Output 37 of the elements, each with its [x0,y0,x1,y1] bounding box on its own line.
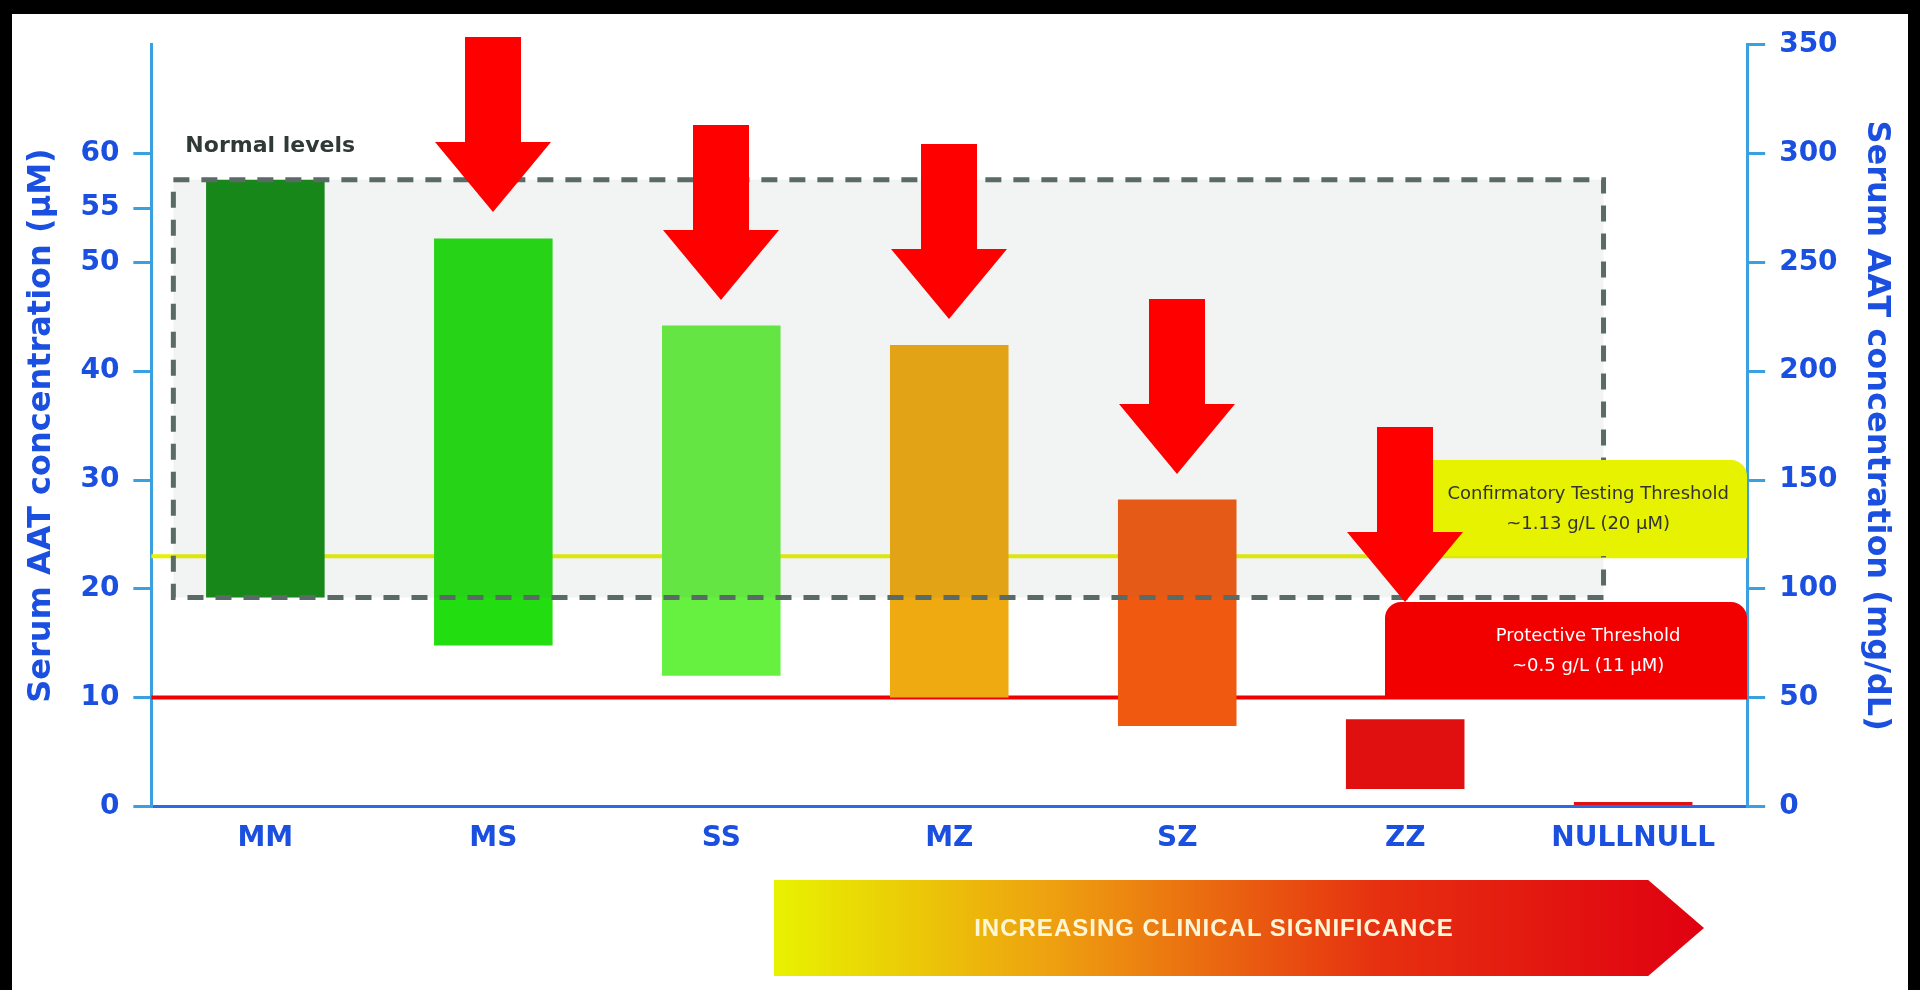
ref-line-label: Protective Threshold ~0.5 g/L (11 µM) [1495,622,1681,677]
x-tick-label: MS [469,820,518,854]
y-tick-label: 10 [80,678,120,712]
x-tick-label: ZZ [1384,820,1426,854]
x-tick-label: MZ [925,820,974,854]
y-axis-title: Serum AAT concentration (µM) [19,148,58,703]
y2-tick-label: 50 [1779,678,1819,712]
bar [206,179,325,598]
y-tick-label: 20 [80,570,120,604]
y2-tick-label: 100 [1779,570,1838,604]
y-tick-label: 40 [80,352,120,386]
y2-axis-title: Serum AAT concentration (mg/dL) [1860,120,1899,731]
y2-tick-label: 250 [1779,243,1838,277]
bar [1345,719,1465,789]
y-tick-label: 50 [80,243,120,277]
bar [889,345,1009,698]
y-tick-label: 60 [80,134,120,168]
y2-tick-label: 200 [1779,352,1838,386]
y-tick-label: 0 [99,787,120,821]
callout-box: Protective Threshold ~0.5 g/L (11 µM) [1385,601,1748,698]
x-tick-label: SS [701,820,741,854]
y2-tick-label: 150 [1779,461,1838,495]
bar [1117,499,1237,726]
y2-tick-label: 350 [1779,26,1838,60]
y-tick-label: 30 [80,461,120,495]
x-tick-label: SZ [1156,820,1198,854]
ref-line-label: Confirmatory Testing Threshold ~1.13 g/L (20 µM) [1447,481,1729,536]
y-tick-label: 55 [80,189,120,223]
bar [434,238,553,646]
bar [662,325,781,676]
x-tick-label: MM [237,820,294,854]
text: INCREASING CLINICAL SIGNIFICANCE [973,913,1455,943]
y2-tick-label: 300 [1779,134,1838,168]
bar [1573,802,1693,805]
band-label: Normal levels [185,132,356,158]
y2-tick-label: 0 [1779,787,1799,821]
x-tick-label: NULLNULL [1551,820,1716,854]
